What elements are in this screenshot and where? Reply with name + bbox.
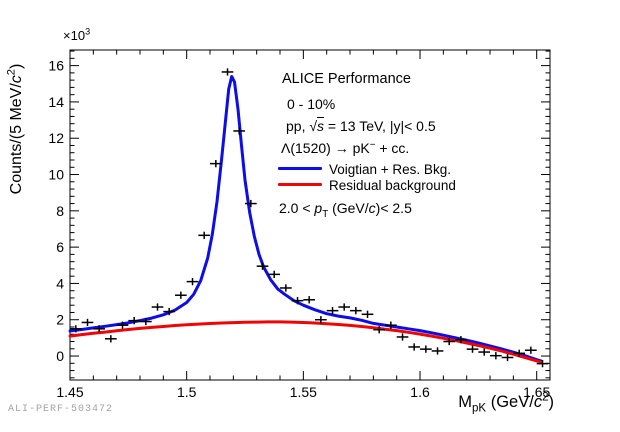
y-tick-label: 4 xyxy=(56,275,64,291)
annotation-centrality: 0 - 10% xyxy=(287,96,336,112)
x-tick-label: 1.55 xyxy=(290,384,317,400)
x-tick-label: 1.5 xyxy=(177,384,197,400)
x-axis-title-c: c xyxy=(533,393,543,411)
y-axis-title-text: Counts/(5 MeV/ xyxy=(8,83,25,195)
annotation-decay-channel: Λ(1520) → pK− + cc. xyxy=(281,140,409,156)
x-axis-title: MpK (GeV/c2) xyxy=(458,391,555,415)
legend-background-label: Residual background xyxy=(329,178,456,193)
background-curve xyxy=(68,320,543,364)
pt-mid: (GeV/ xyxy=(328,200,369,216)
x-tick-label: 1.65 xyxy=(523,384,550,400)
legend-signal-label: Voigtian + Res. Bkg. xyxy=(329,162,451,177)
decay-prefix: Λ(1520) → pK xyxy=(281,140,370,156)
x-axis-title-mid: (GeV/ xyxy=(486,393,534,411)
power-exponent: 3 xyxy=(85,26,91,37)
legend-signal-line-swatch xyxy=(278,167,322,170)
y-tick-label: 6 xyxy=(56,239,64,255)
system-s: s xyxy=(317,118,325,134)
y-tick-label: 2 xyxy=(56,312,64,328)
decay-minus-sup: − xyxy=(369,139,376,151)
y-axis-power-label: ×103 xyxy=(63,26,91,43)
decay-suffix: + cc. xyxy=(375,140,410,156)
annotation-pt-range: 2.0 < pT (GeV/c)< 2.5 xyxy=(279,200,412,219)
x-axis-title-close: ) xyxy=(548,393,555,411)
pt-suffix: )< 2.5 xyxy=(375,200,412,216)
sqrt-symbol: √ xyxy=(309,118,318,134)
y-tick-label: 16 xyxy=(48,58,64,74)
y-tick-label: 0 xyxy=(56,348,64,364)
pt-p: p xyxy=(314,200,323,216)
x-tick-label: 1.45 xyxy=(56,384,83,400)
y-tick-label: 10 xyxy=(48,167,64,183)
annotation-collision-system: pp, √s = 13 TeV, |y|< 0.5 xyxy=(286,118,436,134)
x-axis-title-sup: 2 xyxy=(542,391,549,404)
x-axis-title-m: M xyxy=(458,393,473,411)
y-axis-title-close: ) xyxy=(8,63,25,69)
y-axis-title: Counts/(5 MeV/c2) xyxy=(5,9,28,249)
annotation-alice-performance: ALICE Performance xyxy=(282,71,411,87)
x-axis-title-sub: pK xyxy=(472,402,487,415)
y-tick-label: 12 xyxy=(48,130,64,146)
system-prefix: pp, xyxy=(286,118,310,134)
y-axis-title-c: c xyxy=(8,75,25,84)
power-base: ×10 xyxy=(63,28,86,43)
pt-prefix: 2.0 < xyxy=(279,200,315,216)
y-axis-title-sup: 2 xyxy=(5,68,18,76)
pt-c: c xyxy=(368,200,376,216)
y-tick-label: 14 xyxy=(48,94,64,110)
system-suffix: = 13 TeV, |y|< 0.5 xyxy=(324,118,436,134)
plot-frame xyxy=(69,49,551,381)
watermark-figure-id: ALI-PERF-503472 xyxy=(8,404,114,415)
y-tick-label: 8 xyxy=(56,203,64,219)
pt-subscript: T xyxy=(322,208,329,220)
legend-background-line-swatch xyxy=(278,183,322,186)
x-tick-label: 1.6 xyxy=(410,384,430,400)
